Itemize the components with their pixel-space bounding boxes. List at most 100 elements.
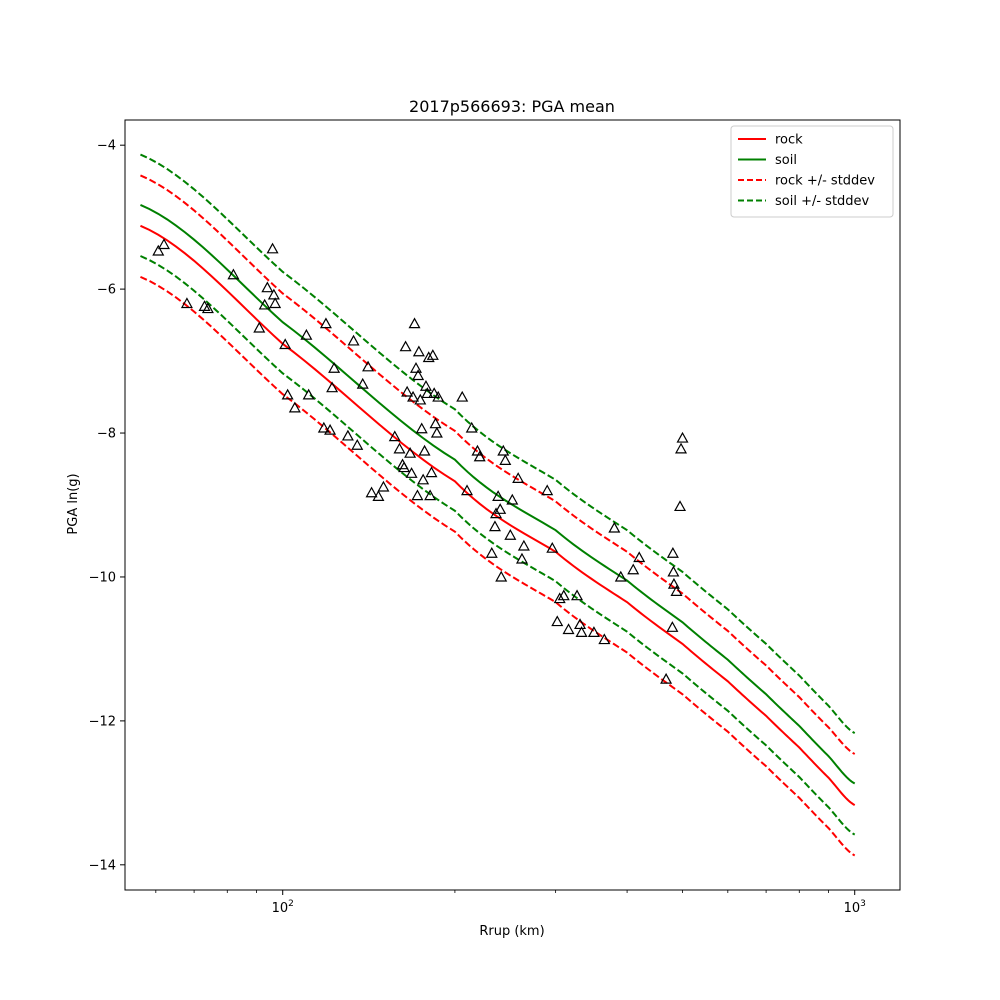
observation-point xyxy=(499,454,512,465)
legend-label: soil xyxy=(775,153,797,168)
observation-point xyxy=(497,444,510,456)
observation-point xyxy=(269,297,282,309)
legend-box xyxy=(730,125,894,218)
observation-point xyxy=(393,442,406,454)
observation-point xyxy=(288,401,301,413)
observation-point xyxy=(575,626,588,637)
observation-point xyxy=(362,360,375,372)
observation-point xyxy=(670,585,683,596)
observation-point xyxy=(432,390,445,402)
observation-point xyxy=(227,268,240,280)
observation-point xyxy=(546,541,559,553)
axes: 102 103 −14 −12 −10 −8 −6 −4 xyxy=(89,139,866,916)
observation-point xyxy=(608,521,621,533)
observation-point xyxy=(512,472,525,483)
chart-title: 2017p566693: PGA mean xyxy=(409,97,615,116)
observation-point xyxy=(412,345,425,357)
observation-point xyxy=(152,244,165,256)
observation-point xyxy=(517,539,530,551)
observation-point xyxy=(428,387,441,399)
plot-area xyxy=(140,153,856,857)
observation-point xyxy=(415,422,428,434)
observation-point xyxy=(253,321,266,333)
plot-frame xyxy=(124,119,901,891)
observation-point xyxy=(571,589,584,601)
observation-point xyxy=(676,431,689,443)
observation-point xyxy=(426,349,439,360)
observation-point xyxy=(414,393,427,405)
x-axis-label: Rrup (km) xyxy=(479,924,544,939)
soil-stddev-line xyxy=(140,153,856,734)
observation-point xyxy=(300,328,313,340)
observation-point xyxy=(401,385,414,397)
plot-clip-group xyxy=(140,153,856,857)
observation-point xyxy=(317,421,330,433)
observation-point xyxy=(456,390,469,402)
observation-point xyxy=(666,621,679,632)
observation-point xyxy=(553,592,566,604)
observation-point xyxy=(267,288,280,300)
rock-line xyxy=(140,224,856,806)
observation-point xyxy=(429,417,442,429)
y-tick-label: −14 xyxy=(89,858,116,873)
y-tick-label: −6 xyxy=(97,283,116,298)
observation-point xyxy=(408,317,421,329)
observation-point xyxy=(667,577,680,589)
observation-point xyxy=(418,444,431,456)
observation-point xyxy=(417,473,430,485)
stddev-lower-3-line xyxy=(140,275,856,857)
observation-point xyxy=(574,618,587,630)
observation-point xyxy=(666,546,679,558)
observation-point xyxy=(201,302,214,314)
observation-point xyxy=(627,563,640,575)
observation-point xyxy=(675,442,688,454)
observation-point xyxy=(398,461,411,473)
observation-point xyxy=(407,390,420,402)
legend: rock soil rock +/- stddev soil +/- stddev xyxy=(730,125,894,218)
observation-point xyxy=(409,362,423,373)
observation-point xyxy=(351,439,364,450)
observation-point xyxy=(674,500,687,512)
y-tick-label: −8 xyxy=(97,427,116,442)
y-tick-label: −12 xyxy=(89,714,116,729)
observation-point xyxy=(495,570,508,582)
observation-point xyxy=(157,238,170,250)
observation-point xyxy=(494,503,507,514)
observation-point xyxy=(504,528,517,540)
observation-point xyxy=(302,388,315,400)
observation-point xyxy=(422,351,435,363)
observation-point xyxy=(279,338,292,350)
soil-line xyxy=(140,204,856,785)
observation-point xyxy=(258,298,271,310)
observation-point xyxy=(281,388,294,400)
observation-point xyxy=(614,570,627,582)
observation-point xyxy=(598,633,611,645)
observation-point xyxy=(356,377,369,389)
observation-point xyxy=(328,362,341,373)
observation-point xyxy=(412,369,425,381)
observation-point xyxy=(465,421,478,433)
observation-point xyxy=(473,450,486,462)
observation-point xyxy=(372,490,385,501)
observation-point xyxy=(633,551,646,563)
observation-point xyxy=(425,466,438,478)
legend-label: soil +/- stddev xyxy=(775,194,870,209)
observation-point xyxy=(404,446,417,458)
observation-point xyxy=(424,489,437,501)
x-tick-label: 102 xyxy=(272,899,294,916)
observation-point xyxy=(341,429,354,441)
rock-stddev-line xyxy=(140,174,856,755)
observation-point xyxy=(365,486,378,498)
legend-label: rock xyxy=(775,133,803,148)
observation-point xyxy=(541,484,554,496)
observation-point xyxy=(326,381,339,393)
observation-point xyxy=(488,520,501,532)
observation-point xyxy=(461,484,474,496)
observation-point xyxy=(266,242,279,254)
observation-point xyxy=(319,317,332,329)
observation-point xyxy=(324,423,337,435)
observation-point xyxy=(399,340,412,352)
observation-point xyxy=(405,467,418,478)
observation-point xyxy=(587,626,600,637)
